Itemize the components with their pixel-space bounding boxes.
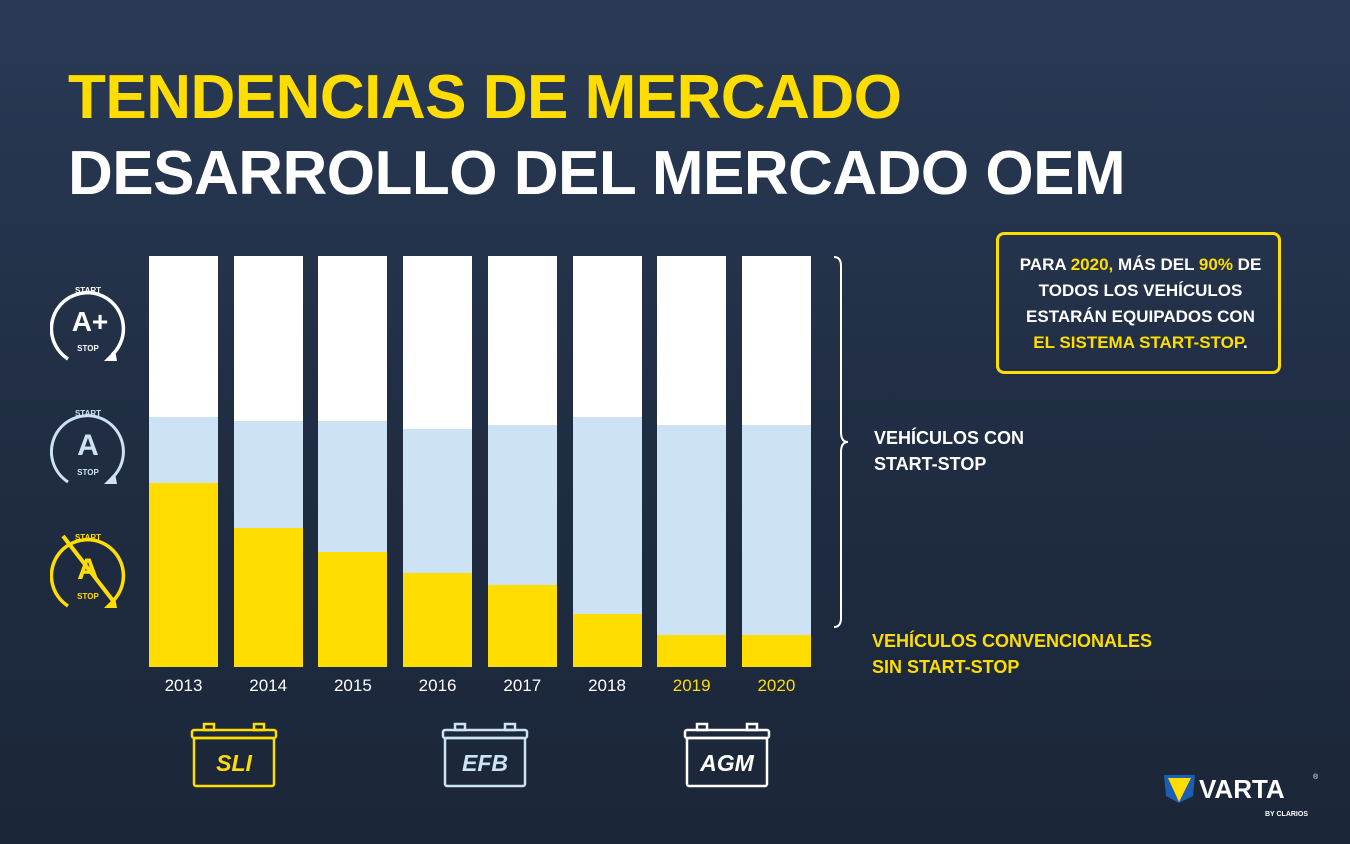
- svg-text:EFB: EFB: [462, 750, 508, 776]
- svg-text:BY CLARIOS: BY CLARIOS: [1265, 811, 1308, 818]
- svg-text:A: A: [77, 429, 99, 462]
- bar-2017-series-2: [487, 256, 557, 425]
- bar-2020-series-1: [741, 424, 811, 635]
- label-conventional: VEHÍCULOS CONVENCIONALES SIN START-STOP: [872, 631, 1153, 677]
- label-with-start-stop: VEHÍCULOS CON START-STOP: [874, 428, 1025, 474]
- svg-text:SLI: SLI: [216, 750, 252, 776]
- bar-2015-series-2: [318, 256, 388, 421]
- bar-2019-series-0: [657, 634, 727, 668]
- svg-text:A+: A+: [72, 306, 109, 337]
- bar-2014-series-1: [233, 420, 303, 528]
- x-tick-label: 2017: [503, 676, 542, 695]
- svg-text:®: ®: [1313, 773, 1319, 781]
- x-tick-label: 2020: [757, 676, 796, 695]
- bar-2020-series-0: [741, 634, 811, 668]
- bar-2013-series-0: [149, 482, 218, 668]
- start-stop-a-icon: START A STOP: [50, 409, 125, 484]
- bar-2019-series-2: [657, 256, 727, 425]
- x-tick-label: 2015: [333, 676, 372, 695]
- bar-2016-series-0: [403, 572, 473, 668]
- bar-2018-series-2: [572, 256, 642, 417]
- svg-text:STOP: STOP: [77, 468, 99, 477]
- x-tick-label: 2018: [588, 676, 626, 695]
- x-tick-label: 2014: [249, 676, 288, 695]
- battery-sli-icon: SLI: [190, 722, 278, 788]
- bar-2014-series-2: [233, 256, 303, 421]
- title-market-trends: TENDENCIAS DE MERCADO: [68, 63, 902, 132]
- svg-text:START: START: [75, 533, 101, 542]
- title-oem-market: DESARROLLO DEL MERCADO OEM: [68, 139, 1126, 208]
- x-tick-label: 2016: [418, 676, 457, 695]
- svg-text:START: START: [75, 286, 101, 295]
- svg-text:START: START: [75, 409, 101, 418]
- bar-2013-series-2: [149, 256, 218, 417]
- start-stop-off-icon: START A STOP: [50, 533, 126, 608]
- bar-2014-series-0: [233, 527, 303, 668]
- battery-agm-icon: AGM: [683, 722, 771, 788]
- brace-icon: [833, 256, 849, 628]
- bar-2017-series-0: [487, 584, 557, 668]
- svg-text:STOP: STOP: [77, 344, 99, 353]
- bar-2019-series-1: [657, 424, 727, 635]
- start-stop-a-plus-icon: START A+ STOP: [50, 286, 126, 361]
- callout-box: PARA 2020, MÁS DEL 90% DE TODOS LOS VEHÍ…: [996, 232, 1281, 374]
- bar-2013-series-1: [149, 416, 218, 483]
- bar-2020-series-2: [741, 256, 811, 425]
- bar-2018-series-1: [572, 416, 642, 615]
- x-tick-label: 2019: [672, 676, 711, 695]
- bar-2016-series-2: [403, 256, 473, 430]
- bar-2017-series-1: [487, 424, 557, 586]
- bar-2015-series-1: [318, 420, 388, 553]
- varta-logo: VARTA ® BY CLARIOS: [1164, 773, 1319, 818]
- bar-2018-series-0: [572, 613, 642, 668]
- battery-efb-icon: EFB: [441, 722, 529, 788]
- svg-text:AGM: AGM: [699, 750, 755, 776]
- bar-2016-series-1: [403, 428, 473, 573]
- svg-text:VARTA: VARTA: [1199, 774, 1285, 804]
- bar-2015-series-0: [318, 551, 388, 668]
- x-tick-label: 2013: [164, 676, 203, 695]
- svg-text:STOP: STOP: [77, 592, 99, 601]
